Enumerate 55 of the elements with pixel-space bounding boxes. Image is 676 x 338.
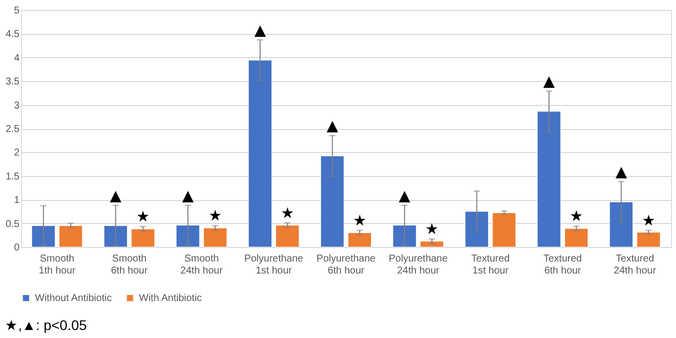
x-tick-label: Textured 6th hour [543,254,582,276]
bar [276,224,300,248]
bar [320,156,344,248]
y-tick-label: 2.5 [6,124,20,135]
annotation: ★ [136,208,150,226]
bar [58,225,83,248]
bar [609,202,634,248]
x-tick-label: Polyurethane 1st hour [244,254,304,276]
y-tick-label: 1 [14,195,20,206]
y-tick-label: 5 [14,6,20,16]
bar [537,111,561,248]
legend-label: Without Antibiotic [35,293,112,304]
y-tick-label: 4.5 [6,29,20,40]
y-tick-label: 3 [14,100,20,112]
y-tick-label: 0.5 [6,218,20,230]
bar [492,212,516,248]
bar [636,232,660,248]
bar [420,241,444,248]
x-tick-label: Polyurethane 6th hour [316,254,376,276]
bar [348,232,372,248]
x-tick-label: Smooth 6th hour [110,254,148,276]
annotation: ★ [280,204,294,222]
bar [131,228,155,248]
bar [392,224,416,248]
annotation: ▲ [398,186,411,204]
annotation: ▲ [110,186,122,204]
bar [176,224,200,248]
bar [203,228,228,248]
annotation: ★ [642,211,656,230]
y-tick-label: 2 [14,148,20,159]
annotation: ▲ [182,186,194,204]
legend-label: With Antibiotic [139,293,202,304]
annotation: ★ [352,211,366,230]
annotation: ▲ [615,162,628,181]
bar [248,60,272,248]
x-tick-label: Smooth 24th hour [180,254,224,276]
annotation: ▲ [543,72,556,90]
bar [104,225,128,248]
annotation: ★ [208,206,222,225]
x-tick-label: Textured 24th hour [614,254,657,276]
y-tick-label: 4 [14,52,20,64]
annotation: ▲ [326,116,339,135]
annotation: ★ [425,220,439,238]
bar [464,211,489,248]
x-tick-label: Smooth 1th hour [38,254,76,276]
annotation: ▲ [254,20,266,39]
text: ★,▲: p<0.05 [5,317,88,333]
bar [564,228,588,248]
x-tick-label: Polyurethane 24th hour [388,254,448,276]
y-tick-label: 3.5 [6,76,20,88]
y-tick-label: 1.5 [6,171,20,182]
x-tick-label: Textured 1st hour [471,254,510,276]
y-tick-label: 0 [14,242,20,254]
bar [32,225,56,248]
annotation: ★ [570,207,584,226]
